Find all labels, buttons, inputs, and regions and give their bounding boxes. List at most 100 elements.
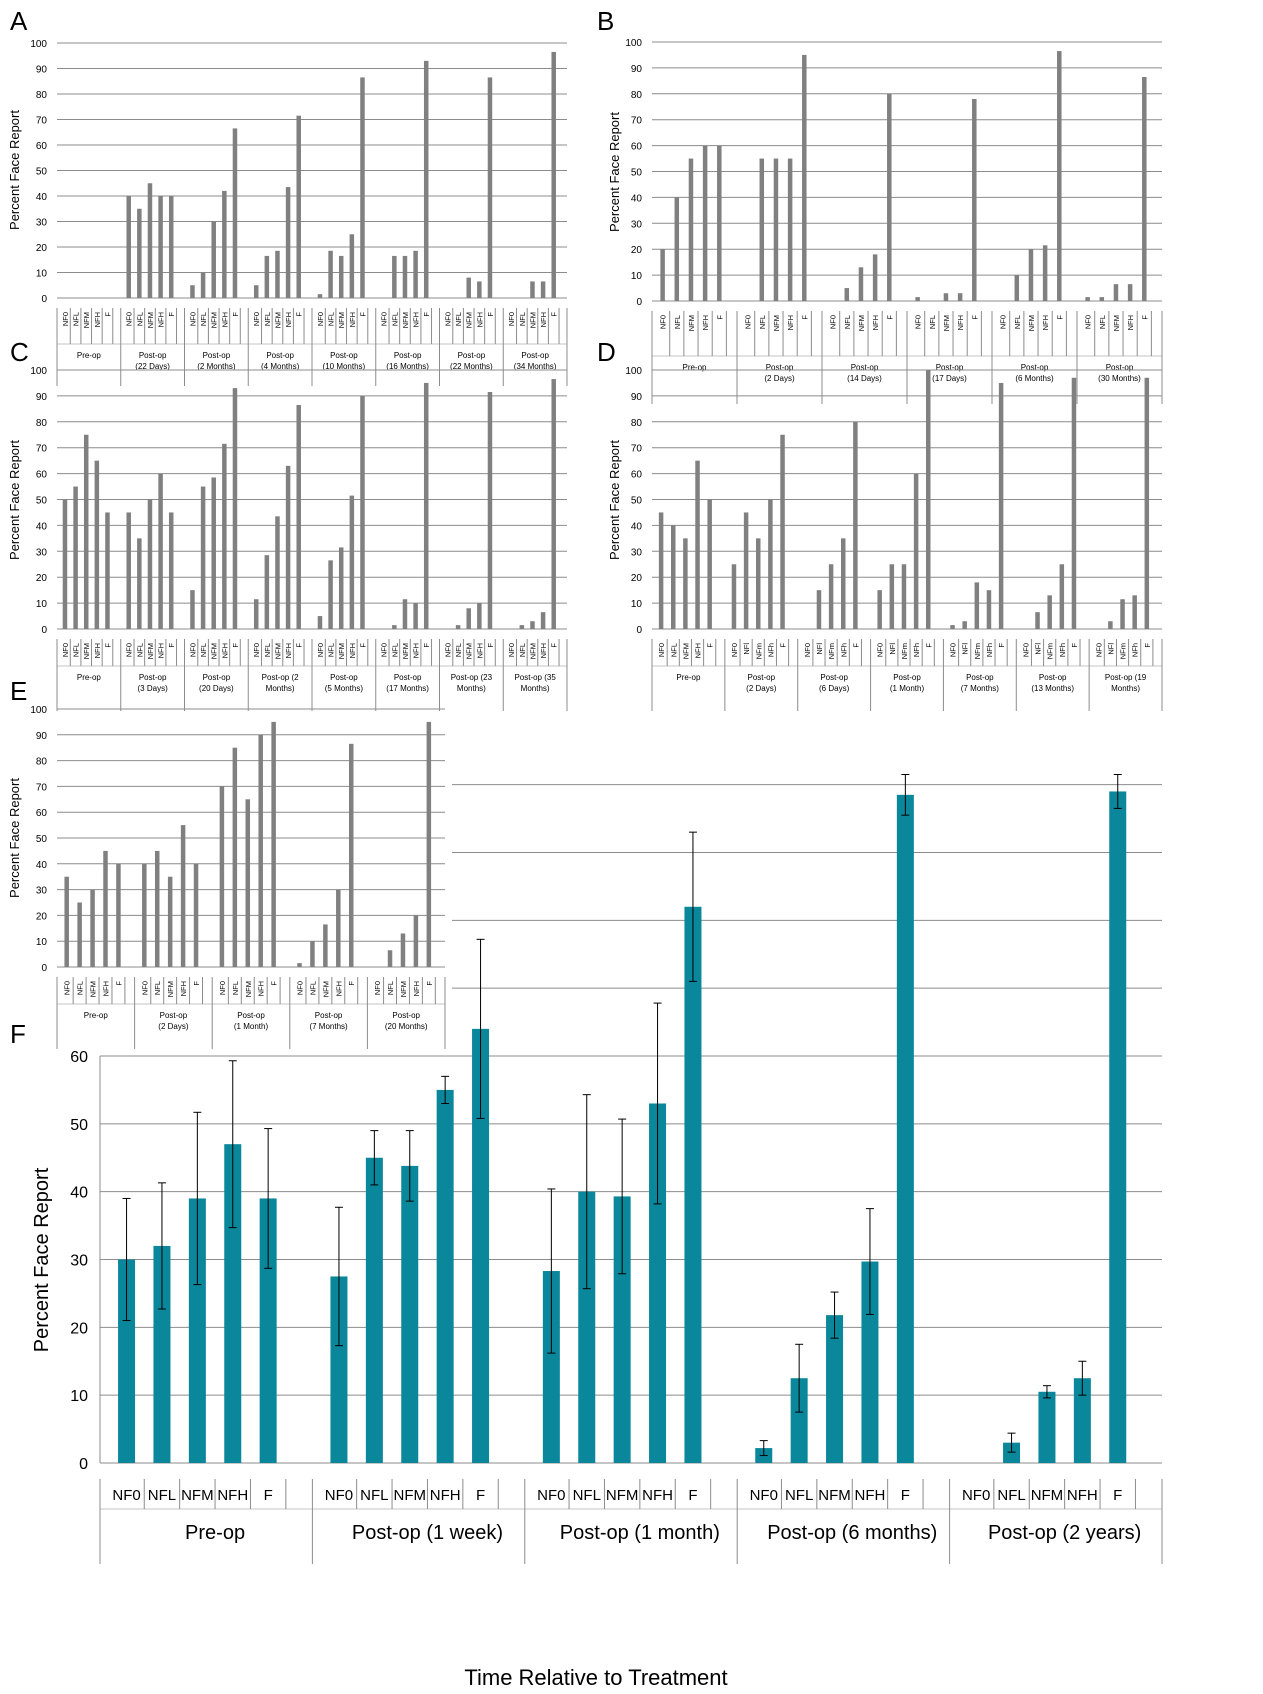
bar-D xyxy=(695,460,700,629)
category-label: NFL xyxy=(758,315,767,329)
group-label: (4 Months) xyxy=(261,362,300,371)
group-label: (2 Days) xyxy=(764,374,795,383)
category-label: NFL xyxy=(390,643,399,657)
bar-C xyxy=(317,616,323,629)
bar-F xyxy=(224,1144,242,1463)
bar-A xyxy=(317,294,323,298)
y-tick-label: 80 xyxy=(36,90,48,101)
bar-A xyxy=(328,250,333,298)
category-label: F xyxy=(103,643,112,648)
bar-A xyxy=(392,255,397,298)
category-label: NFM xyxy=(818,1487,851,1504)
category-label: NFH xyxy=(93,643,102,658)
y-tick-label: 0 xyxy=(79,1456,88,1473)
bar-C xyxy=(530,621,535,629)
panel-letter-B: B xyxy=(597,6,614,36)
group-label: (34 Months) xyxy=(514,362,557,371)
category-label: F xyxy=(486,643,495,648)
group-label: Post-op xyxy=(203,673,231,682)
category-label: NFL xyxy=(518,312,527,326)
category-label: NFH xyxy=(157,312,166,327)
y-tick-label: 90 xyxy=(36,731,48,742)
category-label: F xyxy=(231,643,240,648)
group-label: (6 Months) xyxy=(1015,374,1054,383)
category-label: NFL xyxy=(327,312,336,326)
category-label: F xyxy=(901,1487,910,1504)
bar-F xyxy=(826,1315,844,1463)
y-tick-label: 50 xyxy=(70,1117,88,1134)
group-label: Post-op (1 week) xyxy=(352,1522,503,1544)
category-label: NFM xyxy=(273,312,282,328)
bar-A xyxy=(126,196,131,298)
category-label: NF0 xyxy=(537,1487,565,1504)
group-label: (17 Months) xyxy=(386,684,429,693)
group-label: (5 Months) xyxy=(325,684,364,693)
category-label: NFM xyxy=(337,312,346,328)
category-label: F xyxy=(114,981,123,986)
x-axis-label: Time Relative to Treatment xyxy=(464,1665,727,1690)
group-label: Post-op xyxy=(851,363,879,372)
bar-F xyxy=(578,1191,596,1463)
bar-E xyxy=(219,786,225,967)
bar-C xyxy=(200,486,206,629)
bar-E xyxy=(77,902,82,967)
group-label: (20 Days) xyxy=(199,684,234,693)
category-label: NFM xyxy=(687,315,696,331)
y-tick-label: 20 xyxy=(36,243,48,254)
bar-E xyxy=(116,863,121,967)
group-label: (7 Months) xyxy=(309,1022,348,1031)
bar-C xyxy=(222,443,227,629)
group-label: (6 Days) xyxy=(819,684,850,693)
y-tick-label: 10 xyxy=(70,1388,88,1405)
category-label: NFH xyxy=(694,643,703,658)
category-label: NFM xyxy=(528,312,537,328)
y-axis-label: Percent Face Report xyxy=(7,778,22,898)
group-label: Post-op (35 xyxy=(514,673,556,682)
y-tick-label: 40 xyxy=(36,192,48,203)
category-label: NFH xyxy=(1067,1487,1098,1504)
bar-A xyxy=(413,250,418,298)
bar-C xyxy=(296,404,301,629)
category-label: NFL xyxy=(263,312,272,326)
bar-B xyxy=(844,288,850,301)
bar-B xyxy=(1113,284,1119,301)
bar-D xyxy=(1144,377,1150,629)
group-label: Post-op xyxy=(394,351,422,360)
panel-letter-F: F xyxy=(10,1019,26,1049)
y-axis-label: Percent Face Report xyxy=(7,110,22,230)
bar-A xyxy=(487,77,493,298)
category-label: NFl xyxy=(961,643,970,655)
bar-D xyxy=(841,538,846,629)
category-label: F xyxy=(688,1487,697,1504)
y-tick-label: 40 xyxy=(36,521,48,532)
bar-C xyxy=(105,512,110,629)
bar-E xyxy=(310,941,315,967)
category-label: NFH xyxy=(284,643,293,658)
category-label: NFl xyxy=(1034,643,1043,655)
bar-C xyxy=(360,395,365,629)
bar-F xyxy=(1003,1442,1021,1463)
y-tick-label: 70 xyxy=(36,782,48,793)
bar-B xyxy=(717,145,722,301)
category-label: NFL xyxy=(928,315,937,329)
bar-E xyxy=(90,889,95,967)
bar-D xyxy=(683,538,688,629)
y-tick-label: 100 xyxy=(625,366,642,377)
group-label: Post-op xyxy=(330,673,358,682)
category-label: NFL xyxy=(785,1487,813,1504)
bar-D xyxy=(1120,599,1125,629)
category-label: NFH xyxy=(412,312,421,327)
category-label: NFH xyxy=(93,312,102,327)
y-tick-label: 40 xyxy=(36,860,48,871)
group-label: (7 Months) xyxy=(961,684,1000,693)
category-label: F xyxy=(264,1487,273,1504)
bar-E xyxy=(348,743,354,967)
category-label: F xyxy=(970,315,979,320)
category-label: NF0 xyxy=(1094,643,1103,657)
bar-A xyxy=(275,250,280,298)
category-label: NFl xyxy=(815,643,824,655)
category-label: NFL xyxy=(308,981,317,995)
category-label: NFH xyxy=(539,312,548,327)
group-label: (20 Months) xyxy=(385,1022,428,1031)
group-label: (2 Days) xyxy=(158,1022,189,1031)
